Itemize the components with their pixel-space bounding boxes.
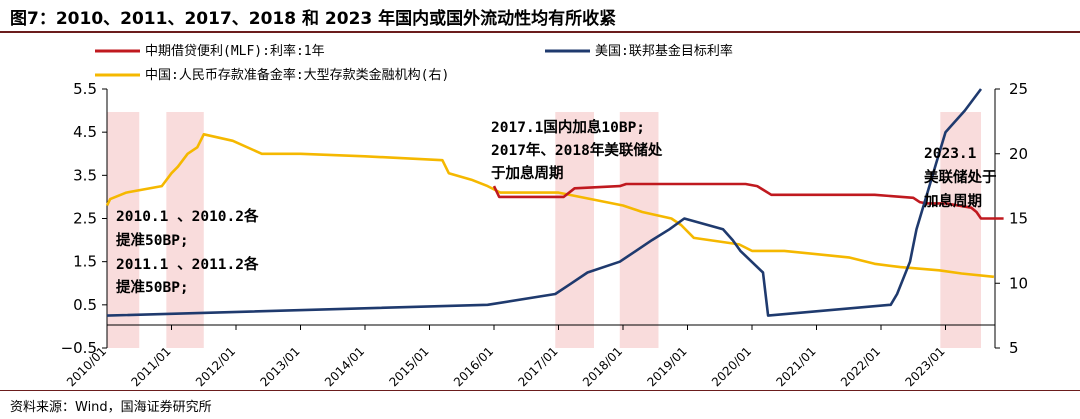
y-ticks-left: 5.5 4.5 3.5 2.5 1.5 0.5 −0.5 <box>61 80 107 357</box>
legend-label-rrr: 中国:人民币存款准备金率:大型存款类金融机构(右) <box>145 67 449 83</box>
annotation-line: 提准50BP; <box>116 231 189 249</box>
legend: 中期借贷便利(MLF):利率:1年 美国:联邦基金目标利率 中国:人民币存款准备… <box>95 43 733 83</box>
shaded-period <box>555 112 594 348</box>
x-tick-label: 2021/01 <box>773 344 818 389</box>
y-tick-label: 15 <box>1009 210 1028 228</box>
y-ticks-right: 25 20 15 10 5 <box>995 80 1028 357</box>
annotation-line: 2010.1 、2010.2各 <box>116 207 259 225</box>
y-tick-label: 10 <box>1009 274 1028 292</box>
series-line-rrr <box>105 133 995 279</box>
annotation-line: 于加息周期 <box>491 164 564 182</box>
annotation-2017-2018: 2017.1国内加息10BP; 2017年、2018年美联储处 于加息周期 <box>491 118 663 182</box>
x-tick-label: 2022/01 <box>838 344 883 389</box>
annotation-line: 2011.1 、2011.2各 <box>116 255 259 273</box>
y-tick-label: 20 <box>1009 145 1028 163</box>
x-tick-label: 2014/01 <box>322 344 367 389</box>
y-tick-label: 4.5 <box>73 123 97 141</box>
series-line-mlf <box>492 182 1004 220</box>
source-note: 资料来源：Wind，国海证券研究所 <box>10 400 212 415</box>
legend-label-fed: 美国:联邦基金目标利率 <box>595 43 733 59</box>
x-tick-label: 2020/01 <box>709 344 754 389</box>
title-rule <box>0 31 1080 33</box>
shaded-period <box>940 112 981 348</box>
annotation-line: 美联储处于 <box>924 168 997 186</box>
shaded-periods <box>107 112 981 348</box>
x-tick-label: 2019/01 <box>644 344 689 389</box>
x-tick-label: 2017/01 <box>515 344 560 389</box>
legend-label-mlf: 中期借贷便利(MLF):利率:1年 <box>145 43 325 59</box>
series-lines <box>105 88 1004 317</box>
annotation-2023: 2023.1 美联储处于 加息周期 <box>923 146 997 210</box>
x-tick-label: 2023/01 <box>902 344 947 389</box>
shaded-period <box>166 112 204 348</box>
y-tick-label: 5.5 <box>73 80 97 98</box>
y-tick-label: 25 <box>1009 80 1028 98</box>
x-tick-label: 2018/01 <box>580 344 625 389</box>
annotation-2010-2011: 2010.1 、2010.2各 提准50BP; 2011.1 、2011.2各 … <box>116 207 259 296</box>
y-tick-label: 5 <box>1009 339 1019 357</box>
x-tick-label: 2011/01 <box>128 344 173 389</box>
series-line-fed <box>106 88 983 317</box>
y-tick-label: −0.5 <box>61 339 97 357</box>
y-tick-label: 3.5 <box>73 166 97 184</box>
y-tick-label: 1.5 <box>73 253 97 271</box>
annotation-line: 加息周期 <box>923 192 982 210</box>
x-tick-label: 2016/01 <box>451 344 496 389</box>
x-tick-label: 2015/01 <box>386 344 431 389</box>
annotation-line: 2023.1 <box>924 146 977 162</box>
chart-title: 图7：2010、2011、2017、2018 和 2023 年国内或国外流动性均… <box>10 9 617 29</box>
y-tick-label: 0.5 <box>73 296 97 314</box>
x-tick-label: 2012/01 <box>193 344 238 389</box>
annotation-line: 2017年、2018年美联储处 <box>491 141 663 159</box>
y-tick-label: 2.5 <box>73 210 97 228</box>
source-rule <box>0 390 1080 391</box>
annotation-line: 提准50BP; <box>116 278 189 296</box>
x-tick-label: 2013/01 <box>257 344 302 389</box>
annotation-line: 2017.1国内加息10BP; <box>491 118 645 136</box>
shaded-period <box>619 112 659 348</box>
shaded-period <box>107 112 140 348</box>
